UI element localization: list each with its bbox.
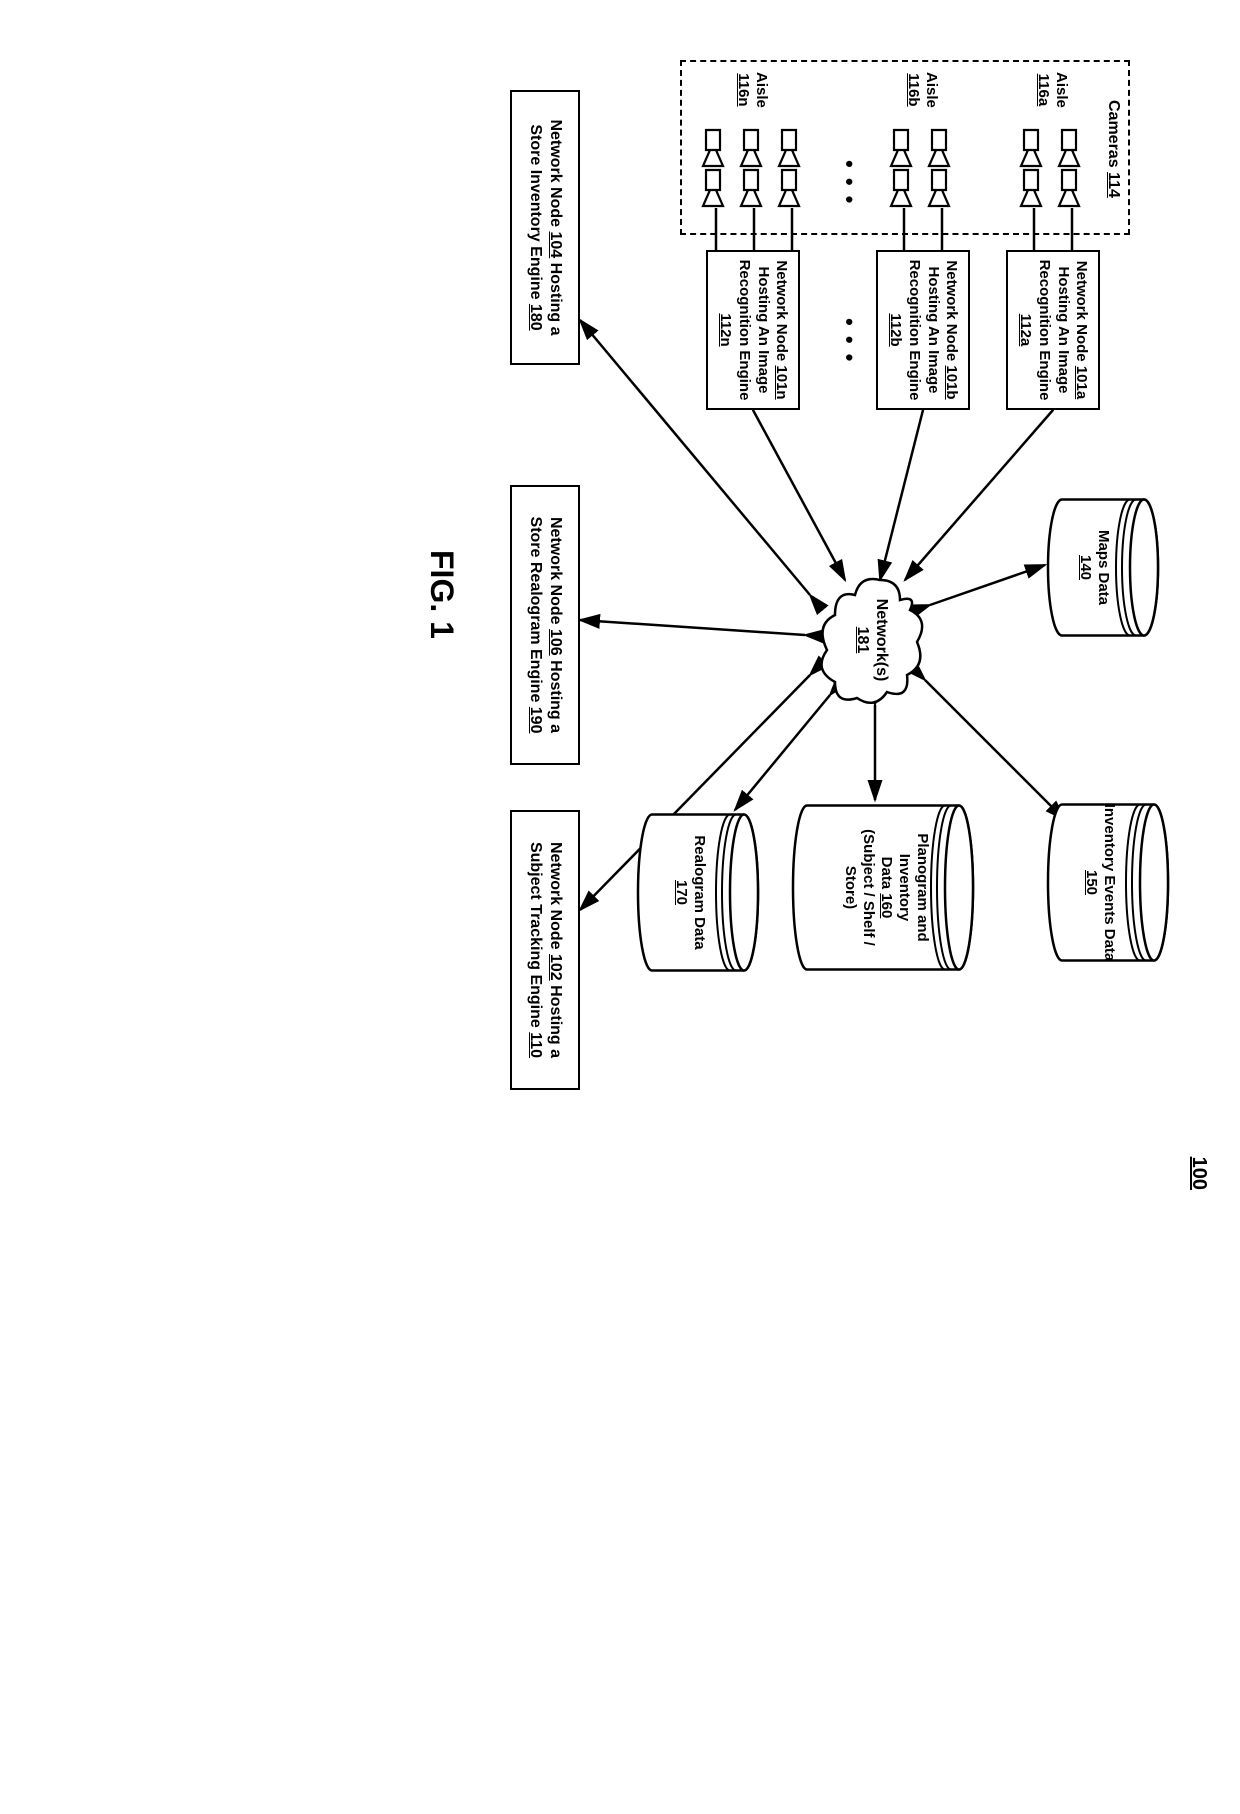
db-realogram: Realogram Data170	[635, 810, 760, 975]
camera-icon	[776, 168, 802, 210]
cloud-label: Network(s)181	[853, 570, 891, 710]
camera-icon	[700, 168, 726, 210]
image-node-n: Network Node 101n Hosting An Image Recog…	[706, 250, 800, 410]
camera-icon	[1018, 168, 1044, 210]
db-events: Inventory Events Data150	[1045, 800, 1170, 965]
cameras-title: Cameras 114	[1104, 100, 1122, 198]
node-tracking: Network Node 102 Hosting a Subject Track…	[510, 810, 580, 1090]
image-node-a: Network Node 101a Hosting An Image Recog…	[1006, 250, 1100, 410]
figure-number: 100	[1187, 1157, 1210, 1190]
aisle-label-a: Aisle116a	[1034, 72, 1070, 108]
network-cloud: Network(s)181	[805, 570, 935, 710]
aisle-ellipsis: • • •	[836, 160, 862, 205]
image-node-ellipsis: • • •	[836, 318, 862, 363]
camera-icon	[888, 168, 914, 210]
node-inventory: Network Node 104 Hosting a Store Invento…	[510, 90, 580, 365]
db-planogram: Planogram and Inventory Data 160 (Subjec…	[790, 800, 975, 975]
camera-icon	[1056, 168, 1082, 210]
db-maps: Maps Data140	[1045, 495, 1160, 640]
camera-icon	[700, 128, 726, 170]
node-realogram: Network Node 106 Hosting a Store Realogr…	[510, 485, 580, 765]
image-node-b: Network Node 101b Hosting An Image Recog…	[876, 250, 970, 410]
diagram-canvas: 100 Cameras 114 Aisle116a Aisle116b • • …	[0, 40, 1200, 1200]
figure-caption: FIG. 1	[423, 550, 460, 639]
camera-icon	[738, 168, 764, 210]
camera-icon	[926, 128, 952, 170]
aisle-label-b: Aisle116b	[904, 72, 940, 108]
camera-icon	[926, 168, 952, 210]
camera-icon	[1018, 128, 1044, 170]
aisle-label-n: Aisle116n	[734, 72, 770, 108]
camera-icon	[1056, 128, 1082, 170]
camera-icon	[738, 128, 764, 170]
camera-icon	[888, 128, 914, 170]
camera-icon	[776, 128, 802, 170]
